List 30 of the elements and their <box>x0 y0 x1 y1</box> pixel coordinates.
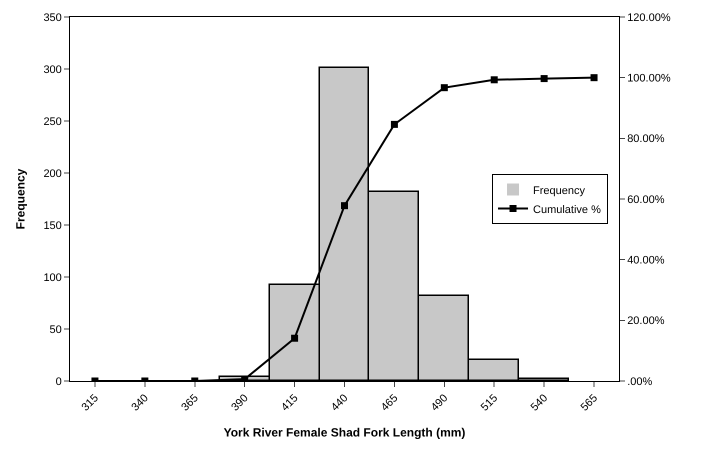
y2-tick-label: 120.00% <box>627 12 671 24</box>
y2-tick-label: 80.00% <box>627 133 665 146</box>
y-tick-label: 0 <box>56 376 62 388</box>
legend-label: Frequency <box>533 184 586 197</box>
x-tick-label: 515 <box>478 392 500 414</box>
y2-tick-label: 100.00% <box>627 72 671 85</box>
x-tick-label: 490 <box>428 392 450 414</box>
x-tick-label: 315 <box>79 392 101 414</box>
y2-tick-label: 20.00% <box>627 315 665 328</box>
y2-tick-label: 40.00% <box>627 254 665 267</box>
y2-tick-label: .00% <box>627 376 652 388</box>
x-tick-label: 440 <box>329 392 351 414</box>
y-axis-title: Frequency <box>14 168 28 230</box>
x-tick-label: 390 <box>229 392 251 414</box>
y-tick-label: 250 <box>43 116 62 128</box>
x-tick-label: 365 <box>179 392 201 414</box>
x-tick-label: 565 <box>578 392 600 414</box>
x-tick-label: 465 <box>378 392 400 414</box>
legend-label: Cumulative % <box>533 204 602 216</box>
x-tick-label: 340 <box>129 392 151 414</box>
y-tick-label: 350 <box>43 12 62 24</box>
x-axis-title: York River Female Shad Fork Length (mm) <box>224 426 466 440</box>
y-tick-label: 50 <box>50 324 62 336</box>
y-tick-label: 100 <box>43 272 62 284</box>
x-tick-label: 540 <box>528 392 550 414</box>
y2-tick-label: 60.00% <box>627 194 665 206</box>
x-tick-label: 415 <box>279 392 301 414</box>
y-tick-label: 150 <box>43 220 62 232</box>
y-tick-label: 200 <box>43 168 62 180</box>
y-tick-label: 300 <box>43 64 62 76</box>
